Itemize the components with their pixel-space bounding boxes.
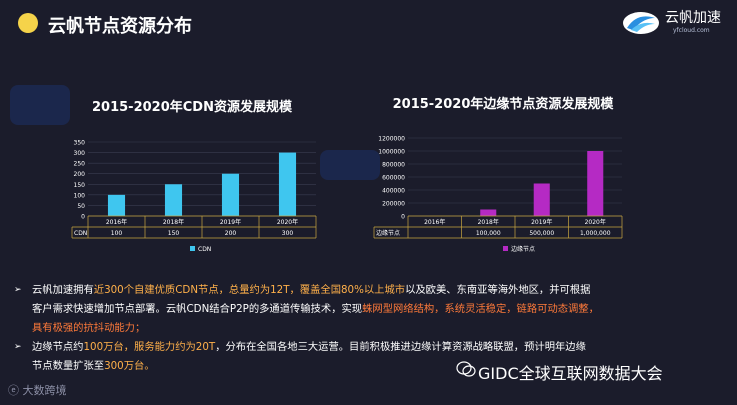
cloud-logo-icon [623, 12, 659, 34]
table-series-label: CDN [74, 230, 87, 237]
legend-swatch [503, 246, 508, 251]
arrow-bullet-icon: ➢ [14, 342, 22, 352]
bullet-text: 以及欧美、东南亚等海外地区，并可根据 [405, 284, 591, 296]
x-tick-label: 2018年 [163, 218, 184, 226]
y-tick-label: 100 [74, 192, 86, 199]
wechat-icon [456, 361, 476, 377]
data-label: 100 [111, 230, 123, 237]
header: 云帆节点资源分布 云帆加速 yfcloud.com [0, 0, 737, 50]
y-tick-label: 200 [74, 171, 86, 178]
bullet-cdn: ➢ 云帆加速拥有近300个自建优质CDN节点，总量约为12T，覆盖全国80%以上… [12, 281, 672, 338]
bar [278, 152, 297, 216]
logo-url: yfcloud.com [673, 27, 710, 34]
y-tick-label: 150 [74, 182, 86, 189]
bar [533, 183, 550, 216]
x-tick-label: 2016年 [424, 218, 445, 226]
x-tick-label: 2019年 [220, 218, 241, 226]
y-tick-label: 600000 [382, 175, 405, 182]
page-title: 云帆节点资源分布 [48, 16, 192, 37]
x-tick-label: 2020年 [585, 218, 606, 226]
y-tick-label: 1200000 [378, 136, 405, 143]
bg-decoration [10, 85, 70, 125]
dsk-logo-icon: ⓔ [8, 384, 23, 397]
chart-title-edge: 2015-2020年边缘节点资源发展规模 [392, 97, 614, 112]
bullet-highlight: 100万台，服务能力约为20T [83, 341, 216, 353]
bullet-highlight: 具有极强的抗抖动能力； [32, 322, 146, 334]
data-label: 200 [225, 230, 237, 237]
bg-decoration [320, 150, 380, 180]
x-tick-label: 2020年 [277, 218, 298, 226]
legend-label: 边缘节点 [511, 245, 535, 253]
table-series-label: 边缘节点 [376, 229, 400, 237]
y-tick-label: 50 [77, 203, 85, 210]
edge-chart: 0 200000 400000 600000 800000 1000000 1200000 2… [373, 136, 623, 253]
bar [480, 209, 497, 216]
bullet-text: 边缘节点约 [32, 341, 84, 353]
brand-logo: 云帆加速 yfcloud.com [621, 6, 731, 40]
y-tick-label: 800000 [382, 162, 405, 169]
cdn-chart: 0 50 100 150 200 250 300 350 2016年 2018年 2019年 2020… [71, 140, 317, 253]
data-label: 1,000,000 [580, 230, 611, 237]
y-tick-label: 0 [81, 214, 85, 221]
watermark-left: ⓔ 大数跨境 [8, 382, 67, 398]
watermark-right: GIDC全球互联网数据大会 [478, 364, 663, 383]
x-tick-label: 2018年 [478, 218, 499, 226]
y-tick-label: 1000000 [378, 149, 405, 156]
bar [221, 173, 240, 216]
title-bullet-icon [18, 13, 38, 33]
bar [587, 151, 604, 216]
legend-swatch [190, 246, 195, 251]
bullet-text: 云帆加速拥有 [32, 284, 94, 296]
x-tick-label: 2019年 [531, 218, 552, 226]
bullet-text: 节点数量扩张至 [32, 360, 105, 372]
x-tick-label: 2016年 [106, 218, 127, 226]
data-label: 150 [168, 230, 180, 237]
chart-title-cdn: 2015-2020年CDN资源发展规模 [92, 100, 292, 115]
bullet-text: ，分布在全国各地三大运营。目前积极推进边缘计算资源战略联盟，预计明年边缘 [215, 341, 586, 353]
data-label: 500,000 [529, 230, 554, 237]
arrow-bullet-icon: ➢ [14, 285, 22, 295]
y-tick-label: 350 [74, 140, 86, 147]
y-tick-label: 300 [74, 150, 86, 157]
bullet-edge: ➢ 边缘节点约100万台，服务能力约为20T，分布在全国各地三大运营。目前积极推… [12, 338, 672, 376]
bar [164, 184, 183, 216]
bullet-highlight: 蛛网型网络结构，系统灵活稳定，链路可动态调整， [362, 303, 599, 315]
y-tick-label: 400000 [382, 188, 405, 195]
watermark-left-text: 大数跨境 [22, 384, 67, 397]
legend-label: CDN [198, 246, 211, 253]
y-tick-label: 0 [401, 214, 405, 221]
y-tick-label: 200000 [382, 201, 405, 208]
bullet-highlight: 近300个自建优质CDN节点，总量约为12T，覆盖全国80%以上城市 [93, 284, 406, 296]
data-label: 300 [282, 230, 294, 237]
bar [107, 194, 126, 216]
bullet-text: 客户需求快速增加节点部署。云帆CDN结合P2P的多通道传输技术，实现 [32, 303, 363, 315]
y-tick-label: 250 [74, 161, 86, 168]
logo-name: 云帆加速 [665, 10, 721, 26]
description-text: ➢ 云帆加速拥有近300个自建优质CDN节点，总量约为12T，覆盖全国80%以上… [12, 281, 672, 376]
data-label: 100,000 [476, 230, 501, 237]
bullet-highlight: 300万台。 [104, 360, 155, 372]
